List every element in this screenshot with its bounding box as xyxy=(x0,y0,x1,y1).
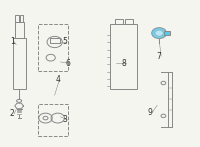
Bar xyxy=(38,104,68,136)
Bar xyxy=(15,22,24,38)
Text: 6: 6 xyxy=(65,59,70,68)
Circle shape xyxy=(152,28,167,39)
Bar xyxy=(125,19,133,24)
Bar xyxy=(115,19,123,24)
Bar xyxy=(20,15,23,22)
Text: 9: 9 xyxy=(148,108,153,117)
Bar xyxy=(164,31,170,35)
Text: 8: 8 xyxy=(121,59,126,68)
Text: 1: 1 xyxy=(10,37,15,46)
Text: 3: 3 xyxy=(62,115,67,124)
Text: 5: 5 xyxy=(62,37,67,46)
Bar xyxy=(38,24,68,71)
Bar xyxy=(110,24,137,89)
Text: 4: 4 xyxy=(55,75,60,84)
Text: 7: 7 xyxy=(157,52,162,61)
Text: 2: 2 xyxy=(10,109,15,118)
Bar xyxy=(50,38,60,44)
Circle shape xyxy=(155,30,163,36)
Bar xyxy=(15,15,19,22)
Bar xyxy=(13,38,26,89)
